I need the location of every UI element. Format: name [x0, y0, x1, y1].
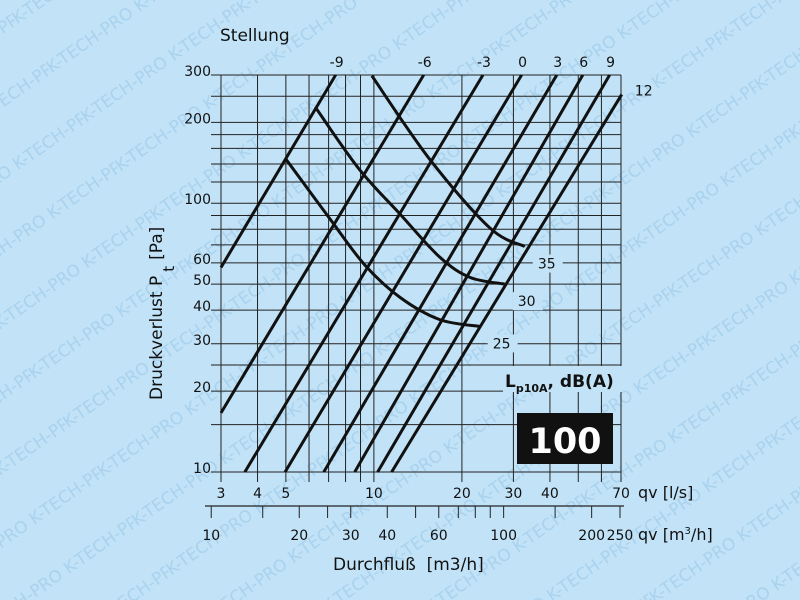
y-tick-label: 300: [184, 64, 211, 80]
x-tick-label-m3h: 250: [607, 528, 634, 544]
x-tick-label-m3h: 60: [430, 528, 448, 544]
noise-label-bg: [503, 366, 623, 392]
y-tick-label: 50: [193, 273, 211, 289]
noise-label: Lp10A, dB(A): [505, 372, 614, 395]
noise-label-bg: [532, 254, 563, 273]
y-tick-label: 200: [184, 111, 211, 127]
x-tick-label-ls: 5: [281, 486, 290, 502]
stellung-label--9: -9: [330, 55, 344, 71]
y-tick-label: 20: [193, 380, 211, 396]
stellung-line-6: [353, 74, 585, 473]
noise-curve-label-35: 35: [538, 257, 556, 273]
x-tick-label-ls: 10: [365, 486, 383, 502]
x-tick-label-ls: 70: [612, 486, 630, 502]
noise-label-bg: [487, 334, 518, 353]
stellung-label--6: -6: [418, 55, 432, 71]
x-tick-label-m3h: 10: [202, 528, 220, 544]
curves: [219, 74, 624, 473]
y-tick-label: 30: [193, 333, 211, 349]
stellung-line--3: [243, 74, 485, 473]
y-tick-label: 60: [193, 252, 211, 268]
noise-curve-label-25: 25: [493, 336, 511, 352]
stellung-label-3: 3: [553, 55, 562, 71]
x-tick-label-ls: 20: [453, 486, 471, 502]
x-axis-ls-label: qv [l/s]: [638, 483, 693, 502]
stellung-line-12: [390, 93, 624, 473]
stellung-line-0: [283, 74, 523, 473]
y-tick-label: 100: [184, 192, 211, 208]
stellung-label: Stellung: [220, 26, 290, 46]
stellung-label-6: 6: [579, 55, 588, 71]
x-tick-label-ls: 30: [504, 486, 522, 502]
x-tick-label-m3h: 100: [490, 528, 517, 544]
x-tick-label-m3h: 20: [290, 528, 308, 544]
noise-curve-30: [313, 106, 505, 286]
noise-curve-25: [284, 158, 480, 328]
noise-curve-35: [370, 74, 526, 248]
x-tick-label-m3h: 30: [342, 528, 360, 544]
size-badge-text: 100: [528, 422, 601, 462]
x-tick-label-ls: 4: [253, 486, 262, 502]
size-badge: [517, 413, 613, 464]
stellung-line-9: [376, 74, 611, 473]
y-tick-label: 10: [193, 461, 211, 477]
x-axis-title: Durchfluß [m3/h]: [333, 555, 484, 575]
noise-curve-label-30: 30: [518, 294, 536, 310]
stellung-line--6: [219, 74, 425, 414]
x-tick-label-ls: 40: [541, 486, 559, 502]
stellung-label--3: -3: [477, 55, 491, 71]
x-tick-label-m3h: 40: [378, 528, 396, 544]
y-axis-title: Druckverlust Pt[Pa]: [147, 227, 178, 400]
stellung-line-3: [322, 74, 559, 473]
x-tick-label-m3h: 200: [578, 528, 605, 544]
x-axis-m3h-label: qv [m3/h]: [638, 525, 713, 544]
x-tick-label-ls: 3: [217, 486, 226, 502]
stellung-label-0: 0: [518, 55, 527, 71]
noise-label-bg: [512, 292, 543, 311]
stellung-label-12: 12: [635, 83, 653, 99]
y-tick-label: 40: [193, 299, 211, 315]
stellung-label-9: 9: [606, 55, 615, 71]
